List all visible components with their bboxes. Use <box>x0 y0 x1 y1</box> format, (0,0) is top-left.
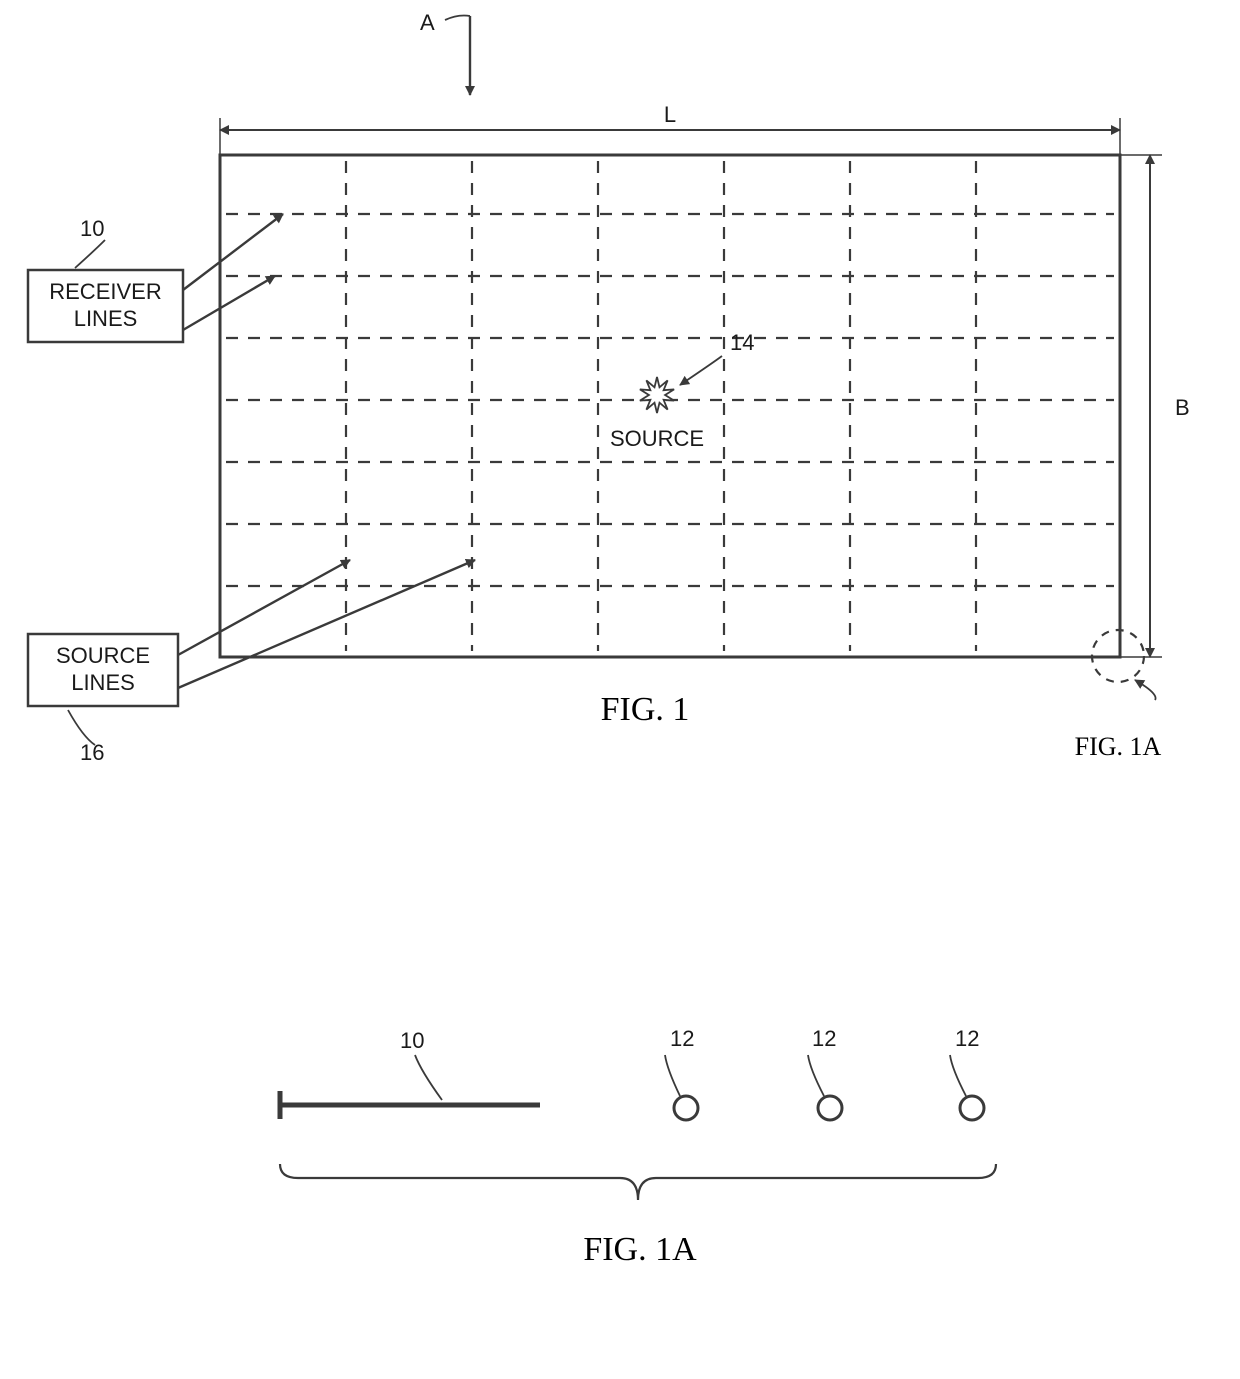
receiver-dot <box>818 1096 842 1120</box>
ref-12: 12 <box>670 1026 694 1051</box>
source-burst-label: SOURCE <box>610 426 704 451</box>
receiver-dot <box>674 1096 698 1120</box>
ref-14: 14 <box>730 330 754 355</box>
ref-10-b-leader <box>415 1055 442 1100</box>
fig1-title: FIG. 1 <box>601 691 690 728</box>
ref-12-leader <box>665 1055 680 1096</box>
source-burst-icon <box>640 377 674 413</box>
ref-10: 10 <box>80 216 104 241</box>
ref-10-leader <box>75 240 105 268</box>
ref-12-leader <box>808 1055 824 1096</box>
receiver-lines-text1: RECEIVER <box>49 279 161 304</box>
receiver-arrow <box>183 276 275 330</box>
ref-10-b: 10 <box>400 1028 424 1053</box>
ref-12: 12 <box>812 1026 836 1051</box>
dim-b-label: B <box>1175 395 1190 420</box>
receiver-dot <box>960 1096 984 1120</box>
dim-l-label: L <box>664 102 676 127</box>
source-lines-text2: LINES <box>71 670 135 695</box>
brace <box>280 1164 996 1200</box>
a-leader <box>445 16 470 21</box>
receiver-lines-text2: LINES <box>74 306 138 331</box>
source-lines-text1: SOURCE <box>56 643 150 668</box>
survey-area-rect <box>220 155 1120 657</box>
ref-12: 12 <box>955 1026 979 1051</box>
ref-12-leader <box>950 1055 966 1096</box>
detail-leader <box>1135 680 1156 700</box>
ref-14-leader <box>680 356 722 385</box>
source-arrow <box>178 560 475 688</box>
a-label: A <box>420 10 435 35</box>
detail-label: FIG. 1A <box>1075 732 1162 761</box>
fig1a-title: FIG. 1A <box>583 1231 697 1268</box>
source-arrow <box>178 560 350 655</box>
receiver-arrow <box>183 214 283 290</box>
